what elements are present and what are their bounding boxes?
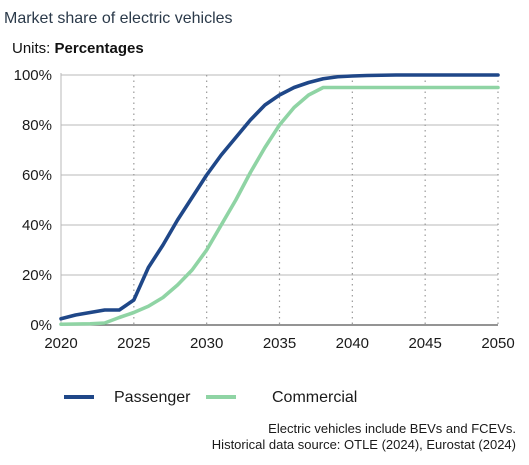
tick-labels: 0% 20% 40% 60% 80% 100% 2020 2025 2030 2035 2040 20… [14,67,515,352]
y-tick-label: 80% [22,117,52,134]
x-tick-label: 2035 [263,335,296,352]
series-line-commercial [59,85,500,327]
y-tick-label: 20% [22,267,52,284]
units-line: Units: Percentages [12,40,144,57]
x-tick-label: 2020 [44,335,77,352]
x-tick-label: 2045 [408,335,441,352]
y-tick-label: 60% [22,167,52,184]
y-tick-label: 40% [22,217,52,234]
chart-title: Market share of electric vehicles [4,10,233,27]
units-label: Units: [12,40,55,57]
legend: Passenger Commercial [64,389,357,406]
x-tick-label: 2030 [190,335,223,352]
series-line-passenger [59,73,500,321]
x-tick-label: 2050 [481,335,514,352]
units-value: Percentages [55,40,144,57]
footnote: Electric vehicles include BEVs and FCEVs… [268,421,516,436]
series-lines [59,73,500,327]
x-tick-label: 2025 [117,335,150,352]
x-tick-label: 2040 [336,335,369,352]
legend-label-commercial: Commercial [272,389,357,406]
grid [61,74,499,325]
axes [60,73,498,326]
legend-label-passenger: Passenger [114,389,191,406]
y-tick-label: 0% [30,317,52,334]
notes: Electric vehicles include BEVs and FCEVs… [212,421,516,452]
footnote: Historical data source: OTLE (2024), Eur… [212,437,516,452]
y-tick-label: 100% [14,67,52,84]
